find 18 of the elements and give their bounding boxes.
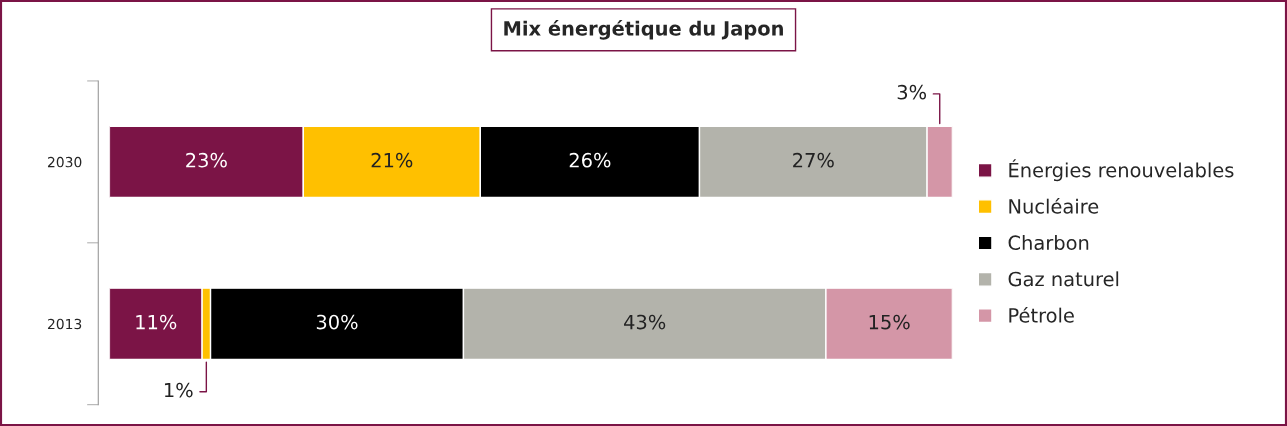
data-label: 3% xyxy=(897,84,927,100)
legend-label: Gaz naturel xyxy=(1008,271,1119,287)
data-label: 21% xyxy=(371,152,413,168)
y-tick-label: 2013 xyxy=(47,318,82,330)
data-label: 23% xyxy=(186,152,227,168)
legend-label: Pétrole xyxy=(1009,306,1074,323)
legend-label: Nucléaire xyxy=(1009,197,1099,214)
data-label: 15% xyxy=(869,314,910,330)
legend-label: Charbon xyxy=(1008,235,1089,251)
legend-label: Énergies renouvelables xyxy=(1009,159,1234,182)
chart-title: Mix énergétique du Japon xyxy=(504,19,783,40)
y-tick-label: 2030 xyxy=(47,156,82,168)
data-label: 30% xyxy=(316,314,358,330)
data-label: 11% xyxy=(136,314,177,330)
data-label: 43% xyxy=(624,314,666,330)
data-label: 27% xyxy=(793,152,834,168)
data-label: 26% xyxy=(569,152,611,168)
data-label: 1% xyxy=(164,382,193,398)
